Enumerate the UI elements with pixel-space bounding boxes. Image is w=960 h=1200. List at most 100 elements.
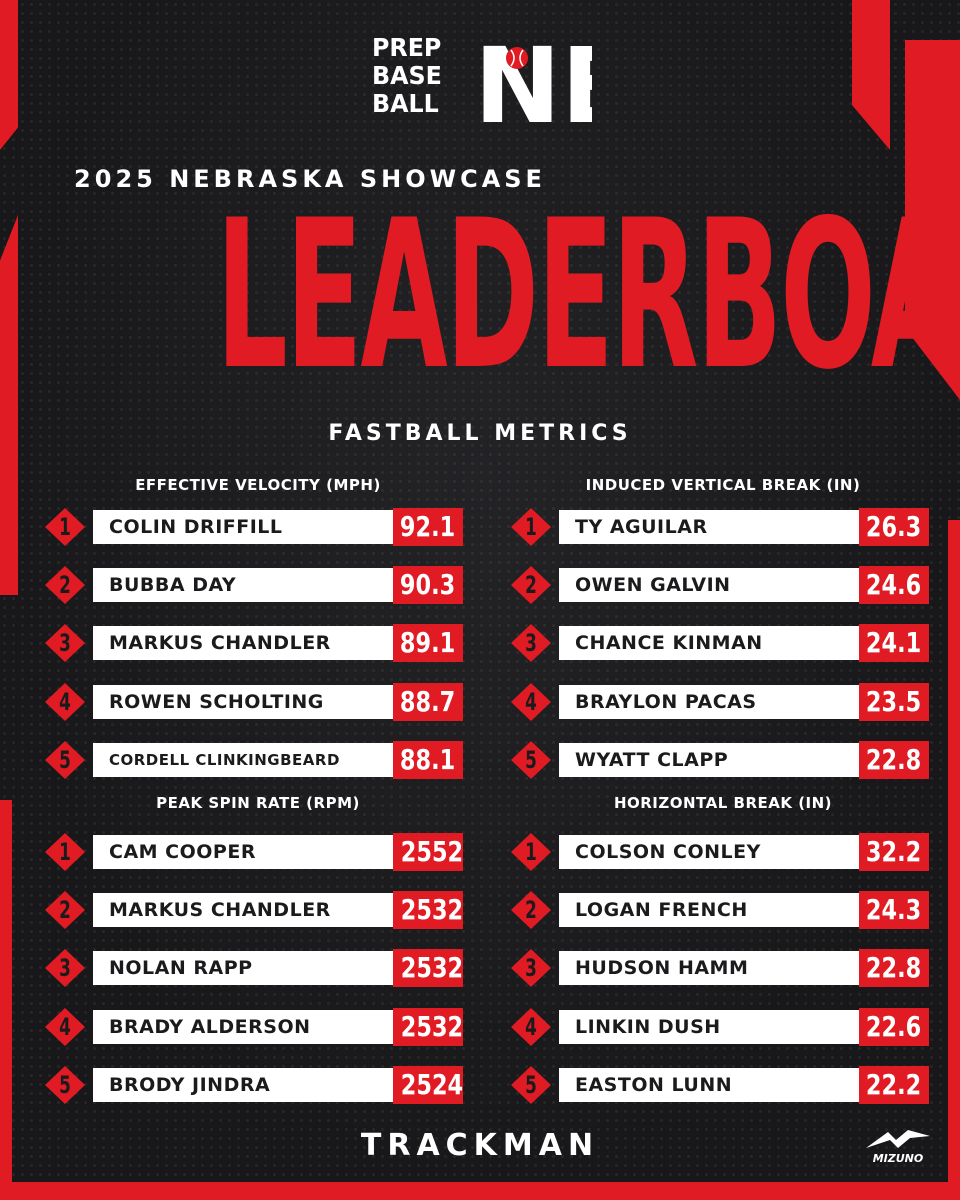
leaderboard-row: 3 NOLAN RAPP 2532: [45, 949, 464, 988]
left-stripe-mid: [0, 215, 18, 595]
leaderboard-row: 5 WYATT CLAPP 22.8: [511, 740, 929, 779]
metric-value-text: 2532: [400, 1009, 464, 1043]
metric-value-text: 22.2: [866, 1067, 922, 1101]
metric-value: 92.1: [393, 508, 463, 546]
category-title: INDUCED VERTICAL BREAK (IN): [585, 476, 861, 494]
rank-number: 1: [525, 838, 537, 866]
leaderboard-row: 5 EASTON LUNN 22.2: [511, 1065, 929, 1104]
metric-value-text: 24.6: [866, 568, 922, 602]
right-stripe-mid: [905, 40, 960, 400]
category-title: HORIZONTAL BREAK (IN): [613, 794, 833, 812]
metric-value: 22.6: [859, 1007, 929, 1046]
category-title: EFFECTIVE VELOCITY (MPH): [135, 476, 381, 494]
leaderboard-row: 2 LOGAN FRENCH 24.3: [511, 891, 929, 930]
metric-value: 90.3: [393, 566, 463, 605]
player-name: HUDSON HAMM: [559, 951, 859, 986]
logo-line-prep: PREP: [372, 33, 442, 62]
metric-value-text: 26.3: [866, 510, 922, 543]
rank-number: 2: [59, 896, 71, 925]
rank-badge: 2: [45, 891, 85, 930]
metric-value: 24.3: [859, 891, 929, 930]
category-title: PEAK SPIN RATE (RPM): [156, 794, 360, 812]
rank-number: 5: [59, 1070, 71, 1099]
right-stripe-low: [948, 520, 960, 1182]
left-stripe-bottom: [0, 800, 12, 1182]
rank-badge: 3: [511, 949, 551, 988]
logo-region-text: NE: [474, 28, 592, 128]
metric-value: 2532: [393, 949, 464, 988]
metric-value-text: 88.1: [400, 742, 456, 776]
metric-value: 22.8: [859, 740, 929, 779]
prep-baseball-logo: PREP BASE BALL NE: [372, 26, 592, 136]
leaderboard-row: 1 TY AGUILAR 26.3: [511, 508, 929, 546]
rank-badge: 5: [511, 740, 551, 779]
rank-number: 4: [525, 1012, 537, 1041]
rank-badge: 5: [45, 740, 85, 779]
player-name: TY AGUILAR: [559, 510, 859, 544]
metric-value-text: 89.1: [400, 626, 456, 660]
rank-badge: 3: [45, 949, 85, 988]
player-name: CORDELL CLINKINGBEARD: [93, 742, 393, 777]
metric-value-text: 2524: [400, 1067, 464, 1101]
player-name: LINKIN DUSH: [559, 1009, 859, 1044]
metric-value: 23.5: [859, 682, 929, 721]
rank-number: 2: [525, 571, 537, 600]
section-title: FASTBALL METRICS: [328, 421, 632, 446]
metric-value: 22.2: [859, 1065, 929, 1104]
player-name: OWEN GALVIN: [559, 568, 859, 603]
logo-line-ball: BALL: [372, 89, 439, 118]
rank-badge: 2: [45, 566, 85, 605]
player-name: MARKUS CHANDLER: [93, 626, 393, 661]
logo-line-base: BASE: [372, 61, 442, 90]
leaderboard-row: 4 BRAYLON PACAS 23.5: [511, 682, 929, 721]
mizuno-wordmark: MIZUNO: [872, 1152, 924, 1165]
leaderboard-row: 4 ROWEN SCHOLTING 88.7: [45, 682, 463, 721]
mizuno-logo: MIZUNO: [858, 1126, 938, 1166]
metric-value-text: 22.8: [866, 742, 922, 776]
metric-value: 24.1: [859, 624, 929, 663]
rank-badge: 1: [45, 508, 85, 546]
rank-number: 1: [525, 513, 537, 541]
metric-value: 26.3: [859, 508, 929, 546]
rank-badge: 2: [511, 566, 551, 605]
player-name: BRAYLON PACAS: [559, 684, 859, 719]
mizuno-runbird-icon: [866, 1130, 930, 1148]
rank-badge: 1: [45, 833, 85, 871]
metric-value-text: 2552: [400, 835, 464, 868]
rank-badge: 1: [511, 833, 551, 871]
metric-value-text: 2532: [400, 951, 464, 985]
metric-value-text: 90.3: [400, 568, 456, 602]
metric-value-text: 22.6: [866, 1009, 922, 1043]
rank-badge: 4: [45, 682, 85, 721]
leaderboard-row: 1 COLSON CONLEY 32.2: [511, 833, 929, 871]
metric-value-text: 23.5: [866, 684, 922, 718]
player-name: BUBBA DAY: [93, 568, 393, 603]
leaderboard-row: 3 HUDSON HAMM 22.8: [511, 949, 929, 988]
metric-value-text: 92.1: [400, 510, 456, 543]
player-name: COLSON CONLEY: [559, 835, 859, 869]
rank-number: 3: [59, 954, 71, 983]
rank-badge: 1: [511, 508, 551, 546]
metric-value: 88.7: [393, 682, 463, 721]
leaderboard-row: 1 CAM COOPER 2552: [45, 833, 463, 871]
player-name: CHANCE KINMAN: [559, 626, 859, 661]
rank-badge: 4: [511, 682, 551, 721]
rank-badge: 5: [511, 1065, 551, 1104]
metric-value: 89.1: [393, 624, 463, 663]
rank-badge: 2: [511, 891, 551, 930]
rank-number: 5: [59, 745, 71, 774]
leaderboard-row: 5 BRODY JINDRA 2524: [45, 1065, 464, 1104]
logo-wordmark: PREP BASE BALL: [372, 34, 442, 118]
metric-value: 2532: [393, 891, 463, 930]
metric-value: 2532: [393, 1007, 464, 1046]
metric-value: 24.6: [859, 566, 929, 605]
rank-number: 3: [525, 954, 537, 983]
player-name: EASTON LUNN: [559, 1067, 859, 1102]
metric-value-text: 22.8: [866, 951, 922, 985]
player-name: CAM COOPER: [93, 835, 393, 869]
player-name: WYATT CLAPP: [559, 742, 859, 777]
rank-number: 1: [59, 838, 71, 866]
rank-number: 5: [525, 1070, 537, 1099]
rank-number: 3: [525, 629, 537, 658]
metric-value-text: 88.7: [400, 684, 456, 718]
